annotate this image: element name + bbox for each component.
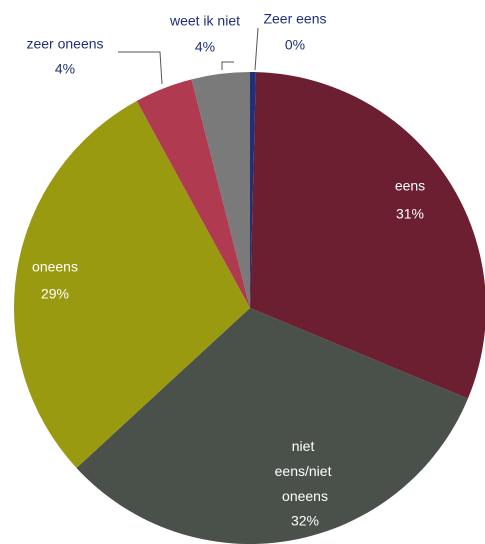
slice-value-label: 0%	[285, 37, 305, 53]
labels: Zeer eens 0% eens 31% niet eens/niet oneens 3…	[26, 11, 425, 529]
slice-name: niet eens/niet oneens	[275, 438, 336, 504]
slice-name: weet ik niet	[169, 13, 240, 29]
slice-name: oneens	[32, 259, 78, 275]
pie-slice	[250, 72, 256, 308]
slice-name: eens	[395, 178, 425, 194]
slice-value-label: 4%	[55, 61, 75, 77]
leader-line	[254, 27, 259, 71]
slice-value-label: 4%	[195, 39, 215, 55]
pie-slice	[191, 72, 250, 308]
pie-slice	[76, 308, 468, 544]
slice-value-label: 31%	[396, 206, 424, 222]
slice-name: zeer oneens	[26, 36, 103, 52]
leader-line	[221, 61, 234, 70]
slice-value-label: 32%	[291, 513, 319, 529]
pie-slice	[250, 72, 485, 399]
leader-line	[118, 51, 163, 85]
pie-slice	[13, 100, 251, 468]
pie-slice	[136, 79, 250, 309]
slice-value-label: 29%	[41, 286, 69, 302]
slice-name: Zeer eens	[263, 11, 326, 27]
